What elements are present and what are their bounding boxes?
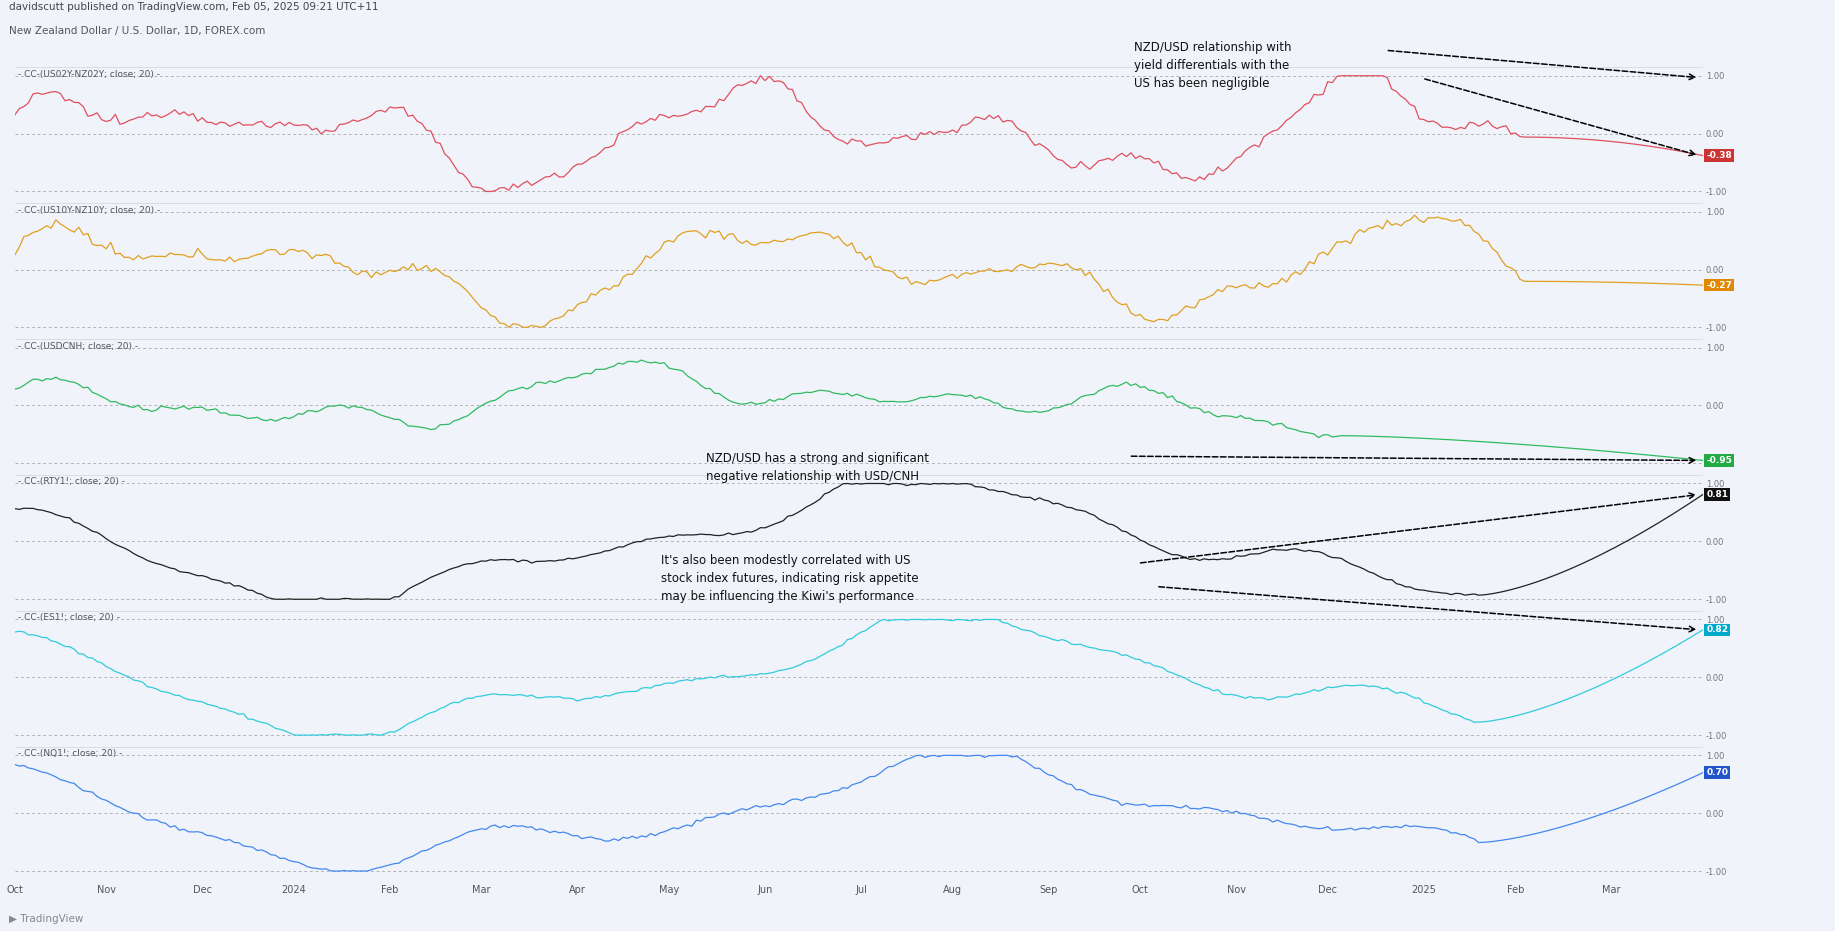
Text: NZD/USD has a strong and significant
negative relationship with USD/CNH: NZD/USD has a strong and significant neg… xyxy=(706,452,930,482)
Text: 0.82: 0.82 xyxy=(1707,626,1729,634)
Text: -0.38: -0.38 xyxy=(1707,151,1732,160)
Text: - CC-(ES1!; close; 20) -: - CC-(ES1!; close; 20) - xyxy=(18,614,119,623)
Text: ▶ TradingView: ▶ TradingView xyxy=(9,913,84,924)
Text: - CC-(USDCNH; close; 20) -: - CC-(USDCNH; close; 20) - xyxy=(18,342,138,351)
Text: -0.27: -0.27 xyxy=(1707,280,1732,290)
Text: 0.70: 0.70 xyxy=(1707,768,1729,777)
Text: NZD/USD relationship with
yield differentials with the
US has been negligible: NZD/USD relationship with yield differen… xyxy=(1134,41,1292,90)
Text: - CC-(NQ1!; close; 20) -: - CC-(NQ1!; close; 20) - xyxy=(18,749,123,759)
Text: davidscutt published on TradingView.com, Feb 05, 2025 09:21 UTC+11: davidscutt published on TradingView.com,… xyxy=(9,2,378,12)
Text: - CC-(RTY1!; close; 20) -: - CC-(RTY1!; close; 20) - xyxy=(18,478,125,487)
Text: 0.81: 0.81 xyxy=(1707,490,1729,499)
Text: - CC-(US02Y-NZ02Y; close; 20) -: - CC-(US02Y-NZ02Y; close; 20) - xyxy=(18,70,160,79)
Text: - CC-(US10Y-NZ10Y; close; 20) -: - CC-(US10Y-NZ10Y; close; 20) - xyxy=(18,206,160,215)
Text: -0.95: -0.95 xyxy=(1707,456,1732,465)
Text: It's also been modestly correlated with US
stock index futures, indicating risk : It's also been modestly correlated with … xyxy=(661,554,918,603)
Text: New Zealand Dollar / U.S. Dollar, 1D, FOREX.com: New Zealand Dollar / U.S. Dollar, 1D, FO… xyxy=(9,26,266,36)
